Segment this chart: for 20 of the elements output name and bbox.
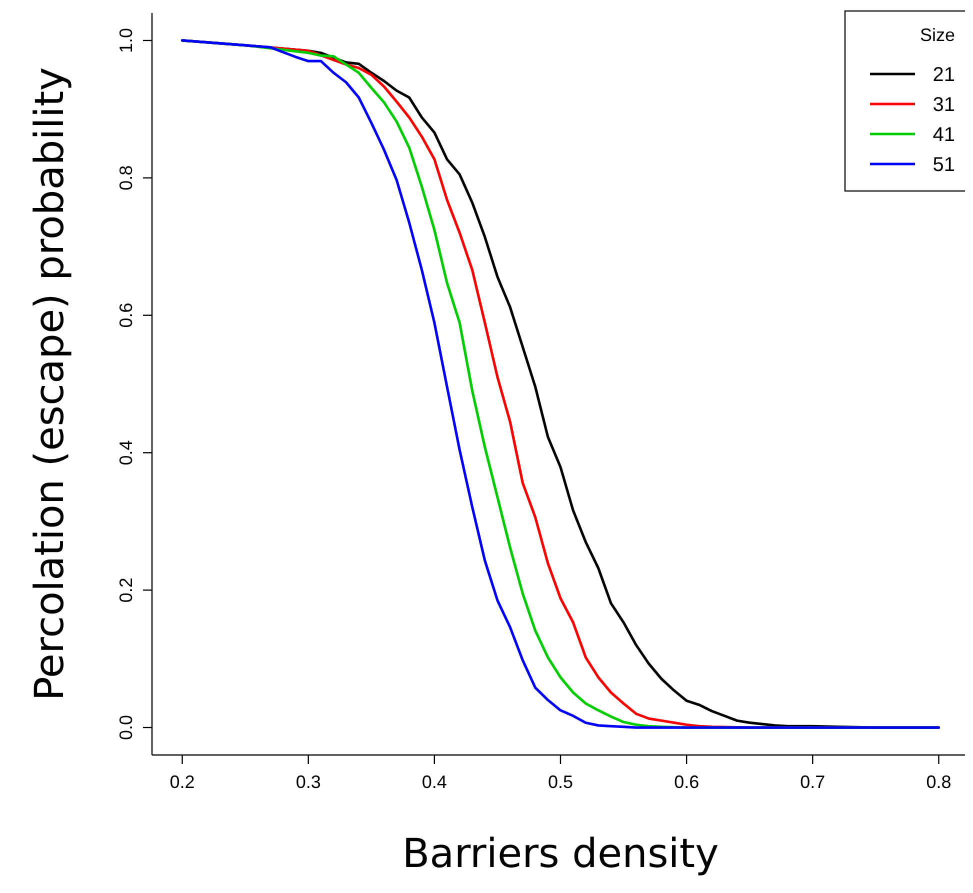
y-tick-label: 0.2 (116, 578, 136, 603)
x-tick-label: 0.5 (548, 772, 574, 792)
y-axis-title: Percolation (escape) probability (27, 67, 73, 701)
y-tick-label: 0.0 (116, 715, 136, 740)
legend-label: 51 (932, 154, 955, 176)
legend-label: 31 (932, 94, 955, 116)
x-tick-label: 0.8 (926, 772, 952, 792)
y-tick-label: 1.0 (116, 28, 136, 53)
legend-label: 41 (932, 124, 955, 146)
legend-title: Size (920, 25, 955, 45)
x-tick-label: 0.3 (296, 772, 321, 792)
x-tick-label: 0.7 (800, 772, 826, 792)
x-axis-title: Barriers density (402, 831, 719, 877)
x-tick-label: 0.4 (422, 772, 447, 792)
y-tick-label: 0.6 (116, 302, 136, 328)
y-tick-label: 0.8 (116, 165, 136, 190)
y-tick-label: 0.4 (116, 440, 136, 466)
x-tick-label: 0.6 (674, 772, 700, 792)
legend-label: 21 (932, 64, 955, 86)
x-tick-label: 0.2 (170, 772, 195, 792)
